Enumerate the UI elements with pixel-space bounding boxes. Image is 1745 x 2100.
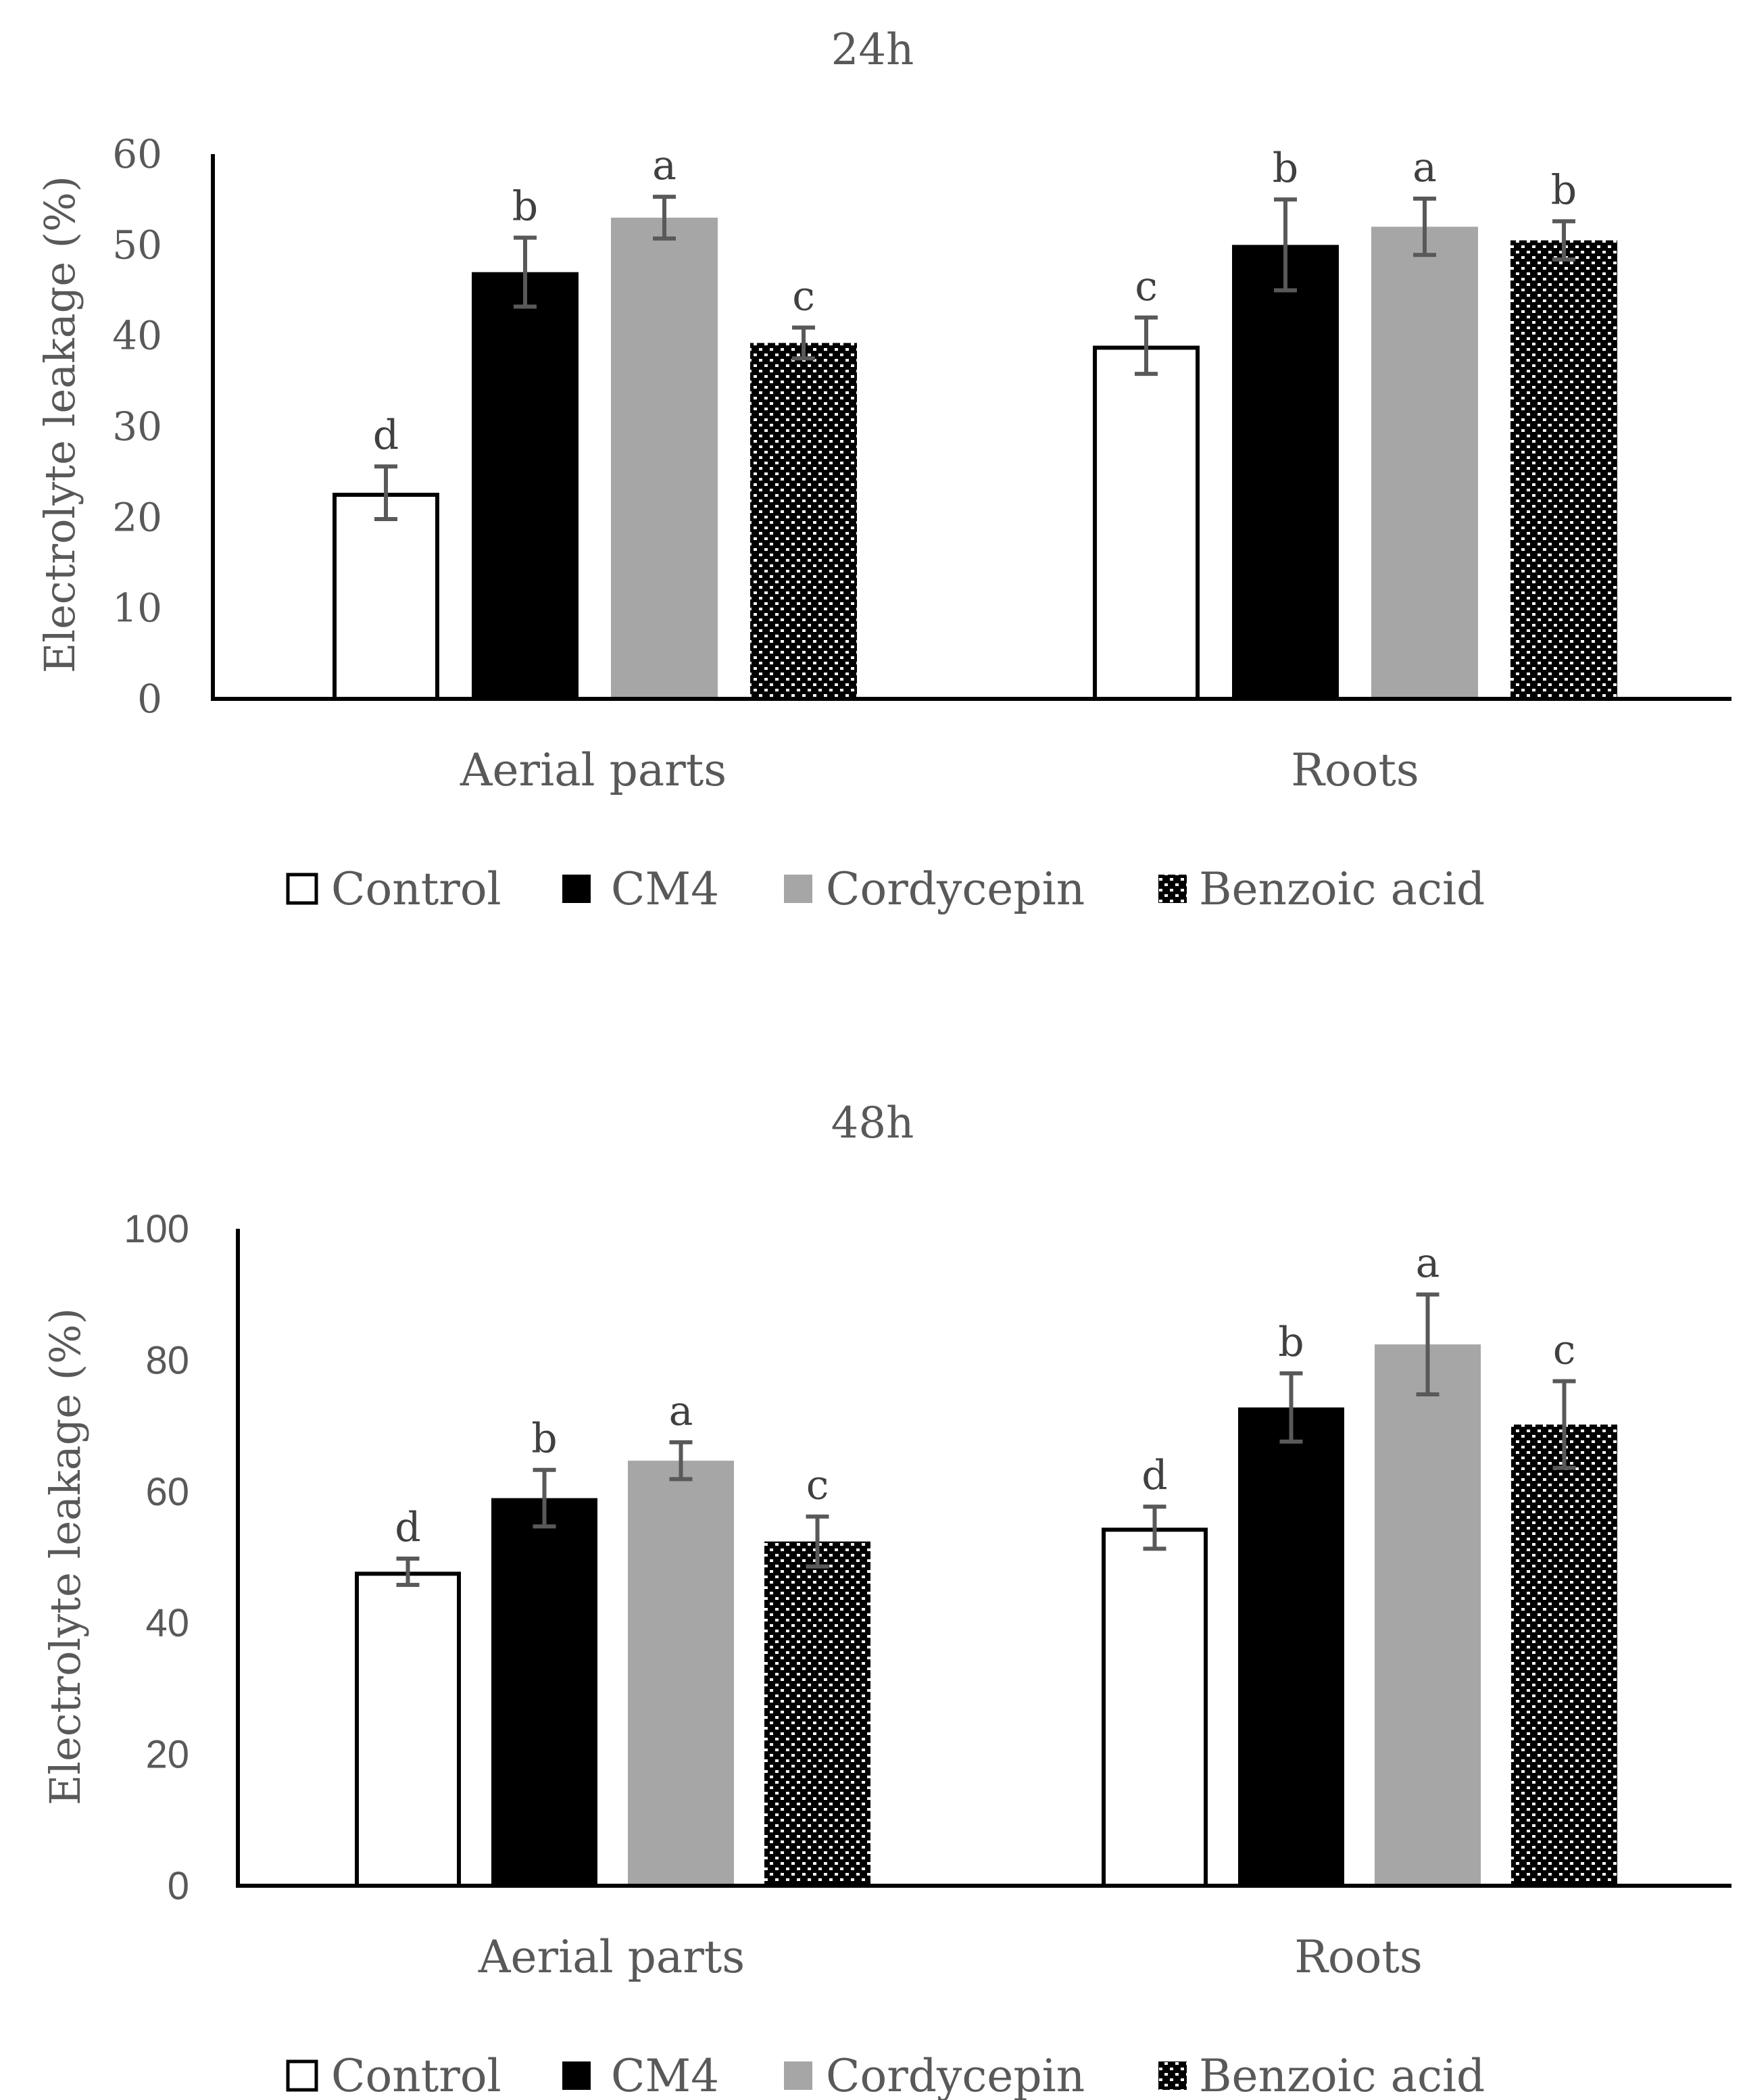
chart-48h: 48h Electrolyte leakage (%) 0 20 40 60 80 100… xyxy=(41,1098,1731,2100)
y-tick-label: 0 xyxy=(168,1864,189,1908)
x-category-label: Roots xyxy=(1291,744,1419,796)
y-tick-label: 20 xyxy=(112,494,162,540)
bar xyxy=(611,218,718,699)
significance-letter: c xyxy=(1135,263,1158,310)
legend-swatch-cm4 xyxy=(562,875,591,903)
x-category-label: Roots xyxy=(1294,1931,1423,1983)
bar xyxy=(1510,240,1617,699)
legend-label: Cordycepin xyxy=(826,863,1085,915)
y-tick-label: 50 xyxy=(112,222,162,268)
y-axis-label: Electrolyte leakage (%) xyxy=(35,176,84,673)
y-tick-label: 80 xyxy=(145,1338,189,1382)
bar xyxy=(1375,1344,1481,1886)
y-tick-label: 60 xyxy=(112,131,162,177)
legend: Control CM4 Cordycepin Benzoic acid xyxy=(286,2050,1485,2100)
bar xyxy=(355,1571,461,1888)
bar xyxy=(472,272,579,700)
legend: Control CM4 Cordycepin Benzoic acid xyxy=(286,863,1485,915)
significance-letter: c xyxy=(1553,1327,1576,1374)
legend-swatch-cordycepin xyxy=(784,875,812,903)
bar xyxy=(1102,1528,1208,1888)
significance-letter: d xyxy=(395,1504,420,1551)
bar xyxy=(491,1498,597,1886)
legend-swatch-control xyxy=(286,2059,318,2092)
significance-letter: b xyxy=(531,1415,557,1463)
bar xyxy=(1371,226,1478,699)
significance-letter: b xyxy=(1278,1319,1304,1366)
y-tick-label: 40 xyxy=(112,313,162,359)
bar xyxy=(333,493,439,702)
bar xyxy=(1511,1424,1617,1886)
y-tick-label: 10 xyxy=(112,585,162,631)
bar xyxy=(628,1461,734,1886)
y-tick-label: 0 xyxy=(137,676,162,722)
legend-label: Control xyxy=(331,2050,501,2100)
chart-title: 48h xyxy=(831,1098,914,1148)
bar xyxy=(1238,1407,1344,1886)
x-category-label: Aerial parts xyxy=(478,1931,745,1983)
significance-letter: a xyxy=(1412,144,1437,191)
legend-label: Benzoic acid xyxy=(1199,863,1485,915)
significance-letter: d xyxy=(373,412,399,459)
significance-letter: c xyxy=(792,273,815,320)
y-axis-label: Electrolyte leakage (%) xyxy=(41,1308,90,1805)
y-tick-label: 20 xyxy=(145,1733,189,1777)
significance-letter: a xyxy=(1416,1240,1440,1287)
significance-letter: a xyxy=(669,1388,693,1435)
bar xyxy=(1232,245,1339,699)
significance-letter: b xyxy=(1273,145,1298,192)
legend-label: Control xyxy=(331,863,501,915)
significance-letter: c xyxy=(806,1462,829,1509)
y-tick-label: 40 xyxy=(145,1601,189,1645)
bar xyxy=(1093,345,1200,701)
bar xyxy=(750,343,857,699)
y-tick-label: 60 xyxy=(145,1470,189,1514)
chart-24h: 24h Electrolyte leakage (%) 0 10 20 30 40 50 6… xyxy=(35,25,1731,915)
y-tick-label: 30 xyxy=(112,404,162,449)
legend-swatch-cordycepin xyxy=(784,2061,812,2090)
significance-letter: a xyxy=(652,142,677,189)
legend-label: Cordycepin xyxy=(826,2050,1085,2100)
x-category-label: Aerial parts xyxy=(460,744,727,796)
significance-letter: b xyxy=(512,183,538,230)
legend-label: Benzoic acid xyxy=(1199,2050,1485,2100)
bar xyxy=(764,1541,870,1886)
legend-label: CM4 xyxy=(611,863,719,915)
legend-swatch-benzoic-acid xyxy=(1158,875,1187,903)
chart-title: 24h xyxy=(831,25,914,75)
legend-swatch-control xyxy=(286,873,318,905)
y-tick-label: 100 xyxy=(124,1207,189,1251)
legend-swatch-benzoic-acid xyxy=(1158,2061,1187,2090)
significance-letter: d xyxy=(1141,1452,1167,1499)
legend-label: CM4 xyxy=(611,2050,719,2100)
significance-letter: b xyxy=(1551,166,1577,214)
legend-swatch-cm4 xyxy=(562,2061,591,2090)
